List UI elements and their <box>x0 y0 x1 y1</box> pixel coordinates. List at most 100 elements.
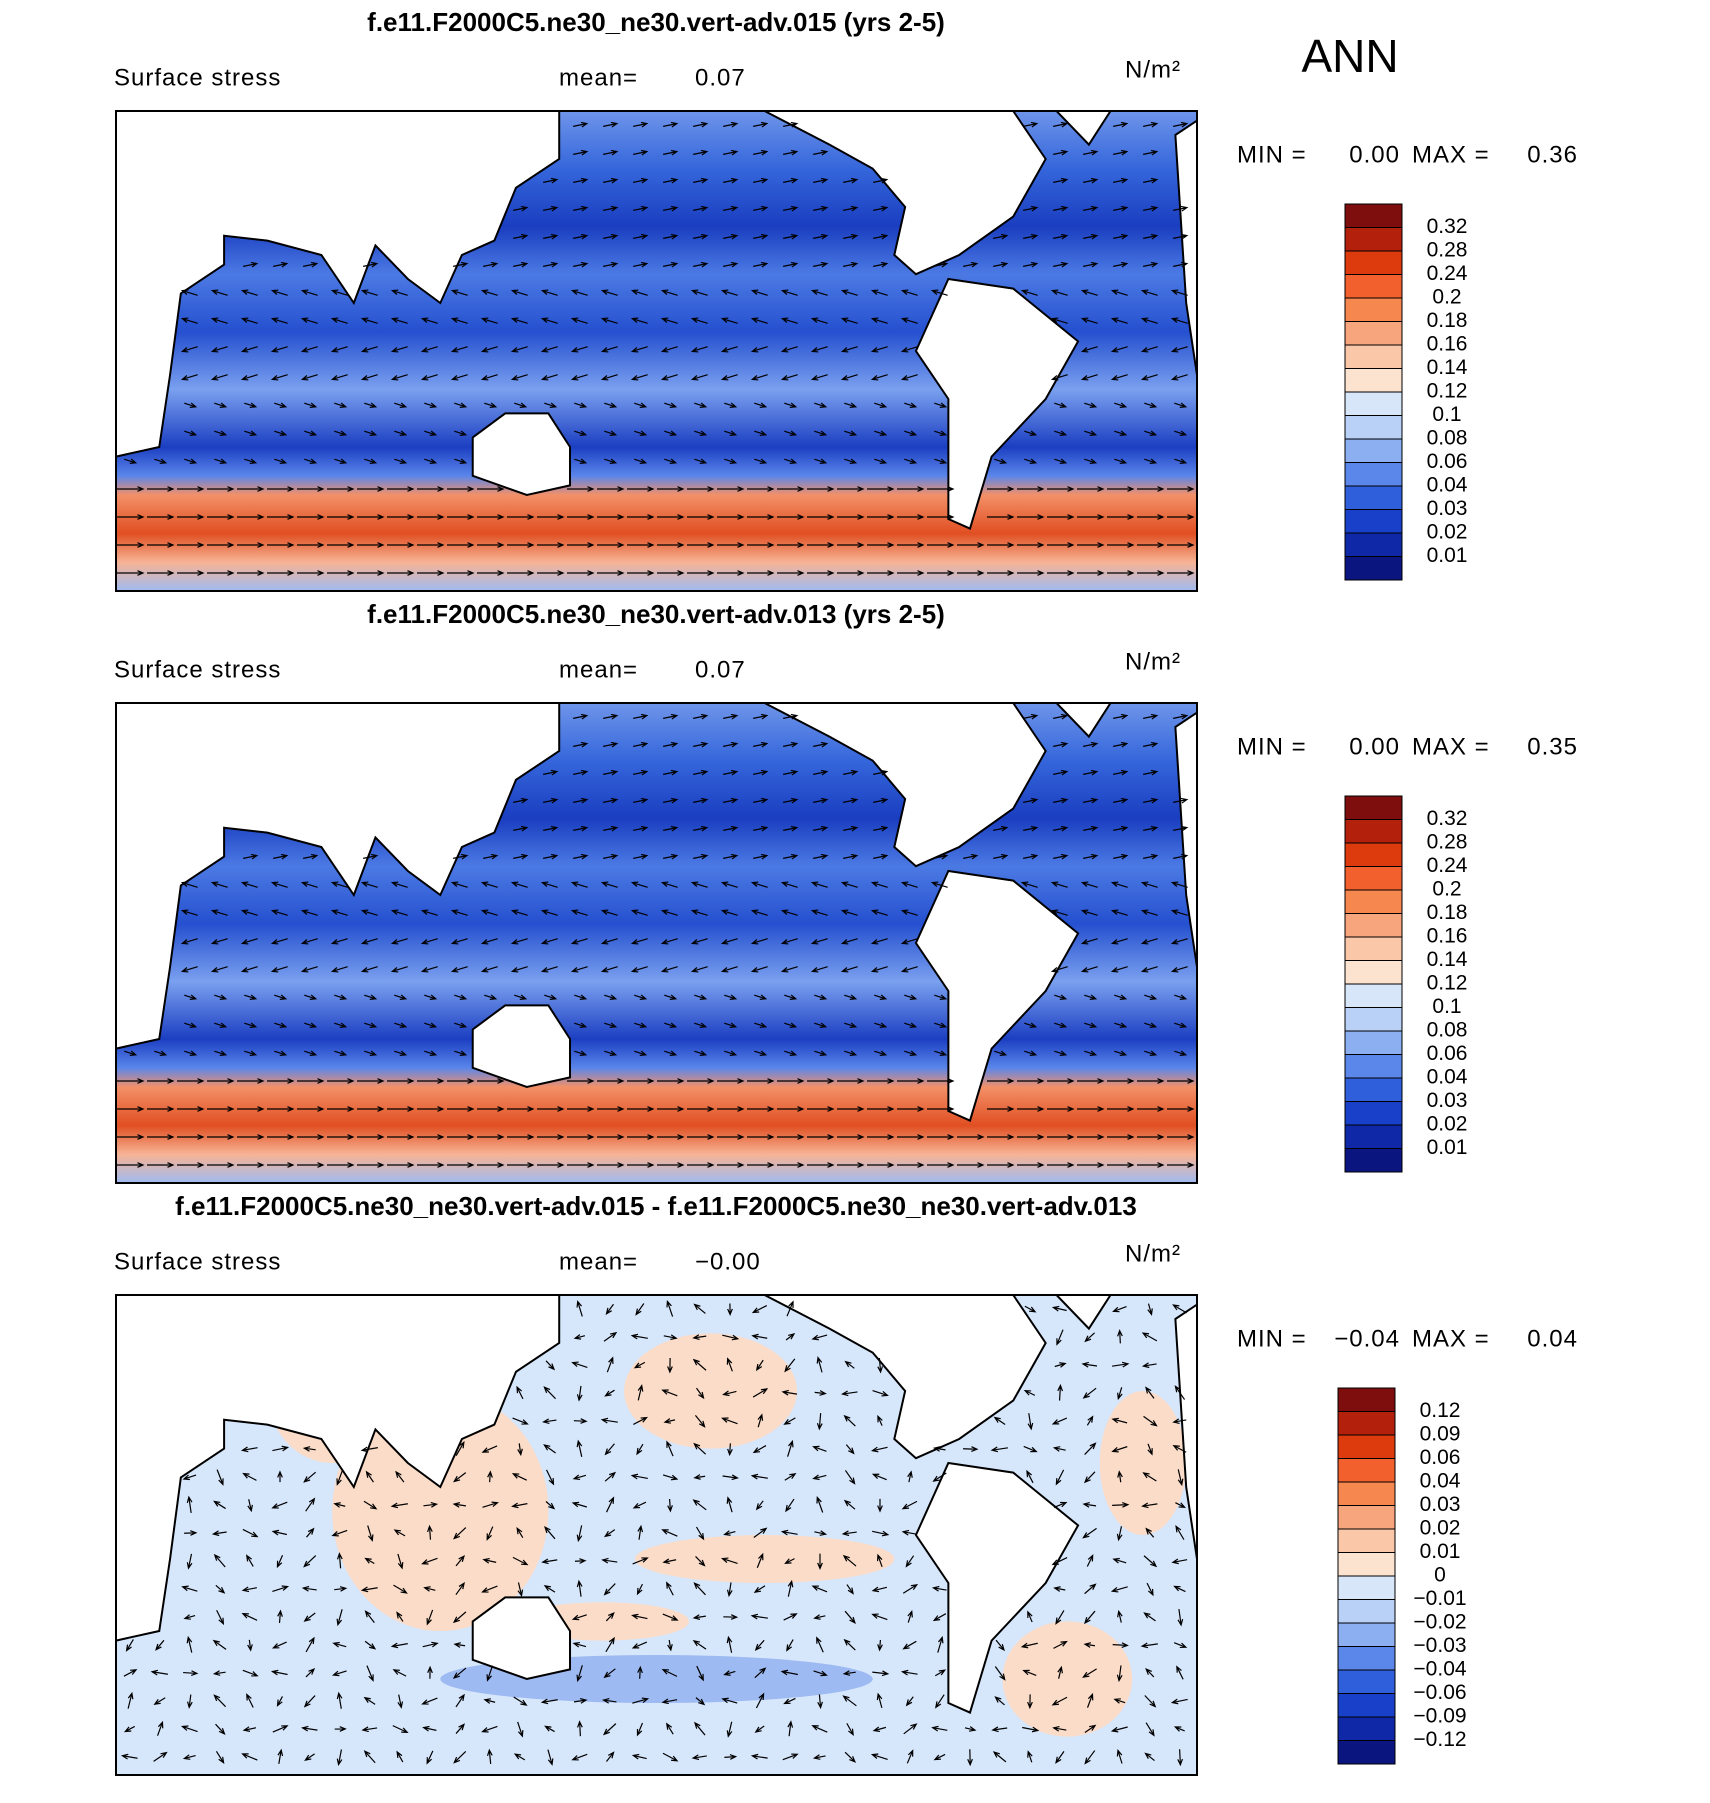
wind-vector <box>627 1134 655 1140</box>
wind-vector <box>450 374 468 381</box>
wind-vector <box>330 317 348 324</box>
wind-vector <box>1083 1610 1096 1625</box>
wind-vector <box>327 542 355 548</box>
wind-vector <box>481 1585 498 1593</box>
wind-vector <box>837 514 865 520</box>
wind-vector <box>540 938 558 945</box>
wind-vector <box>387 570 415 576</box>
wind-vector <box>270 317 288 324</box>
wind-vector <box>570 346 588 353</box>
wind-vector <box>327 570 355 576</box>
wind-vector <box>155 1639 165 1651</box>
wind-vector <box>1050 317 1068 324</box>
wind-vector <box>267 486 295 492</box>
wind-vector <box>1170 374 1188 381</box>
mean-label: mean= <box>559 1248 638 1275</box>
wind-vector <box>1113 121 1129 128</box>
wind-vector <box>993 1416 1006 1426</box>
wind-vector <box>1110 938 1128 945</box>
wind-vector <box>963 261 979 268</box>
wind-vector <box>1047 1162 1075 1168</box>
wind-vector <box>810 909 828 916</box>
wind-vector <box>297 1106 325 1112</box>
wind-vector <box>1053 825 1069 832</box>
land <box>115 110 561 458</box>
max-label: MAX = <box>1412 141 1490 168</box>
wind-vector <box>751 1333 768 1340</box>
wind-vector <box>606 1356 614 1373</box>
wind-vector <box>630 881 648 888</box>
wind-vector <box>424 994 438 1000</box>
wind-vector <box>663 741 679 748</box>
wind-vector <box>636 1722 644 1737</box>
wind-vector <box>270 966 288 973</box>
wind-vector <box>633 1416 648 1425</box>
wind-vector <box>817 1553 823 1570</box>
wind-vector <box>300 881 318 888</box>
wind-vector <box>605 1611 615 1622</box>
wind-vector <box>723 769 739 776</box>
wind-vector <box>570 881 588 888</box>
wind-vector <box>756 1552 764 1569</box>
wind-vector <box>720 966 738 973</box>
wind-vector <box>1143 853 1159 860</box>
wind-vector <box>417 1162 445 1168</box>
wind-vector <box>507 1162 535 1168</box>
wind-vector <box>267 514 295 520</box>
wind-vector <box>632 1501 647 1509</box>
wind-vector <box>573 149 589 156</box>
wind-vector <box>570 317 588 324</box>
wind-vector <box>780 966 798 973</box>
wind-vector <box>334 1022 348 1028</box>
wind-vector <box>810 881 828 888</box>
wind-vector <box>210 346 228 353</box>
wind-vector <box>572 1474 587 1481</box>
wind-vector <box>695 1697 706 1706</box>
wind-vector <box>693 261 709 268</box>
wind-vector <box>336 1691 343 1709</box>
wind-vector <box>811 1585 828 1593</box>
wind-vector <box>900 1669 918 1676</box>
wind-vector <box>754 1050 768 1056</box>
map-frame <box>115 110 1198 592</box>
wind-vector <box>750 966 768 973</box>
wind-vector <box>1170 317 1188 324</box>
wind-vector <box>453 1527 467 1540</box>
wind-vector <box>424 1022 438 1028</box>
wind-vector <box>603 121 619 128</box>
wind-vector <box>387 1106 415 1112</box>
wind-vector <box>666 1299 674 1317</box>
wind-vector <box>1143 205 1159 212</box>
wind-vector <box>597 570 625 576</box>
wind-vector <box>696 1665 704 1682</box>
wind-vector <box>897 486 925 492</box>
wind-vector <box>1146 1582 1154 1597</box>
wind-vector <box>1167 486 1195 492</box>
wind-vector <box>483 853 499 860</box>
wind-vector <box>813 853 829 860</box>
wind-vector <box>993 853 1009 860</box>
wind-vector <box>723 1614 739 1620</box>
wind-vector <box>1050 289 1068 296</box>
wind-vector <box>357 542 385 548</box>
wind-vector <box>390 881 408 888</box>
wind-vector <box>603 853 619 860</box>
wind-vector <box>1080 346 1098 353</box>
wind-vector <box>154 458 168 464</box>
wind-vector <box>547 1749 554 1766</box>
wind-vector <box>397 1553 404 1570</box>
wind-vector <box>1170 938 1188 945</box>
wind-vector <box>393 1584 408 1594</box>
wind-vector <box>1174 1050 1188 1056</box>
wind-vector <box>184 402 198 408</box>
wind-vector <box>663 205 679 212</box>
wind-vector <box>604 994 618 1000</box>
wind-vector <box>874 1050 888 1056</box>
wind-vector <box>1050 374 1068 381</box>
wind-vector <box>573 177 589 184</box>
wind-vector <box>754 430 768 436</box>
wind-vector <box>450 317 468 324</box>
wind-vector <box>453 1642 466 1648</box>
wind-vector <box>1170 346 1188 353</box>
wind-vector <box>300 374 318 381</box>
